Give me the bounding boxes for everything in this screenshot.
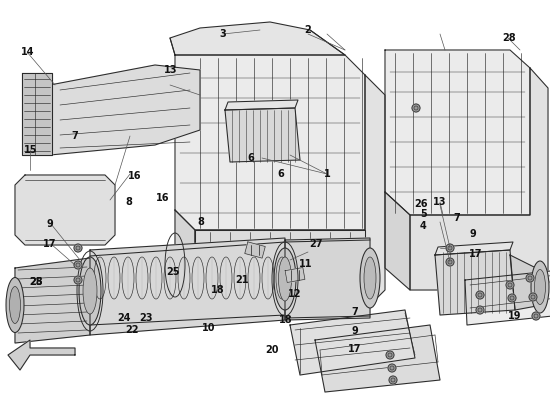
Text: 26: 26 <box>414 199 427 209</box>
Text: 8: 8 <box>126 197 133 207</box>
Text: 5: 5 <box>420 209 427 219</box>
Ellipse shape <box>476 292 484 298</box>
Ellipse shape <box>531 261 549 313</box>
Ellipse shape <box>541 278 549 286</box>
Circle shape <box>506 281 514 289</box>
Polygon shape <box>385 50 530 215</box>
Circle shape <box>386 351 394 359</box>
Text: 19: 19 <box>508 311 521 321</box>
Text: eurOpa: eurOpa <box>111 248 259 282</box>
Circle shape <box>508 294 516 302</box>
Ellipse shape <box>360 248 380 308</box>
Text: 13: 13 <box>433 197 447 207</box>
Text: 20: 20 <box>266 345 279 355</box>
Text: 17: 17 <box>348 344 361 354</box>
Ellipse shape <box>364 257 376 299</box>
Circle shape <box>476 291 484 299</box>
Circle shape <box>74 261 82 269</box>
Text: 10: 10 <box>202 323 216 333</box>
Polygon shape <box>50 65 200 155</box>
Polygon shape <box>225 100 298 110</box>
Polygon shape <box>15 175 115 245</box>
Polygon shape <box>175 210 195 310</box>
Ellipse shape <box>6 278 24 332</box>
Polygon shape <box>435 242 513 255</box>
Text: 17: 17 <box>469 249 482 259</box>
Text: 27: 27 <box>310 239 323 249</box>
Circle shape <box>389 376 397 384</box>
Text: 6: 6 <box>247 153 254 163</box>
Text: 3: 3 <box>219 29 226 39</box>
Text: 12: 12 <box>288 289 301 299</box>
Circle shape <box>74 244 82 252</box>
Circle shape <box>74 276 82 284</box>
Polygon shape <box>435 250 515 315</box>
Text: 1: 1 <box>324 169 331 179</box>
Polygon shape <box>170 22 345 55</box>
Text: 18: 18 <box>279 315 293 325</box>
Circle shape <box>412 104 420 112</box>
Text: 28: 28 <box>29 277 42 287</box>
Text: 7: 7 <box>71 131 78 141</box>
Text: 2: 2 <box>305 25 311 35</box>
Polygon shape <box>15 258 90 343</box>
Text: 9: 9 <box>470 229 476 239</box>
Polygon shape <box>465 270 550 325</box>
Polygon shape <box>195 230 365 310</box>
Text: 13: 13 <box>164 65 177 75</box>
Text: 9: 9 <box>46 219 53 229</box>
Text: 23: 23 <box>139 313 152 323</box>
Text: 16: 16 <box>128 171 141 181</box>
Ellipse shape <box>9 286 20 324</box>
Polygon shape <box>90 238 285 335</box>
Polygon shape <box>195 75 385 310</box>
Ellipse shape <box>278 257 292 301</box>
Ellipse shape <box>274 248 296 310</box>
Text: 21: 21 <box>235 275 249 285</box>
Text: 9: 9 <box>351 326 358 336</box>
Text: 8: 8 <box>197 217 204 227</box>
Polygon shape <box>315 325 440 392</box>
Text: 14: 14 <box>21 47 34 57</box>
Text: 28: 28 <box>502 33 515 43</box>
Polygon shape <box>22 73 52 155</box>
Text: 25: 25 <box>29 277 42 287</box>
Polygon shape <box>245 242 265 258</box>
Polygon shape <box>225 108 300 162</box>
Text: 7: 7 <box>351 307 358 317</box>
Ellipse shape <box>535 270 546 304</box>
Polygon shape <box>410 68 548 290</box>
Circle shape <box>476 306 484 314</box>
Ellipse shape <box>79 257 101 325</box>
Polygon shape <box>8 340 75 370</box>
Polygon shape <box>285 268 305 282</box>
Text: 25: 25 <box>167 267 180 277</box>
Text: 7: 7 <box>453 213 460 223</box>
Text: 15: 15 <box>24 145 37 155</box>
Circle shape <box>388 364 396 372</box>
Polygon shape <box>510 255 542 310</box>
Text: 6: 6 <box>277 169 284 179</box>
Text: 11: 11 <box>299 259 312 269</box>
Circle shape <box>446 258 454 266</box>
Ellipse shape <box>83 268 97 314</box>
Text: 16: 16 <box>156 193 169 203</box>
Polygon shape <box>285 238 370 320</box>
Circle shape <box>529 293 537 301</box>
Circle shape <box>446 244 454 252</box>
Polygon shape <box>385 192 410 290</box>
Polygon shape <box>290 310 415 375</box>
Text: a passion for parts: a passion for parts <box>129 303 261 317</box>
Circle shape <box>532 312 540 320</box>
Text: 18: 18 <box>211 285 224 295</box>
Text: 4: 4 <box>420 221 427 231</box>
Circle shape <box>526 274 534 282</box>
Polygon shape <box>175 55 365 230</box>
Text: 17: 17 <box>43 239 56 249</box>
Text: 24: 24 <box>117 313 130 323</box>
Text: 22: 22 <box>125 325 139 335</box>
